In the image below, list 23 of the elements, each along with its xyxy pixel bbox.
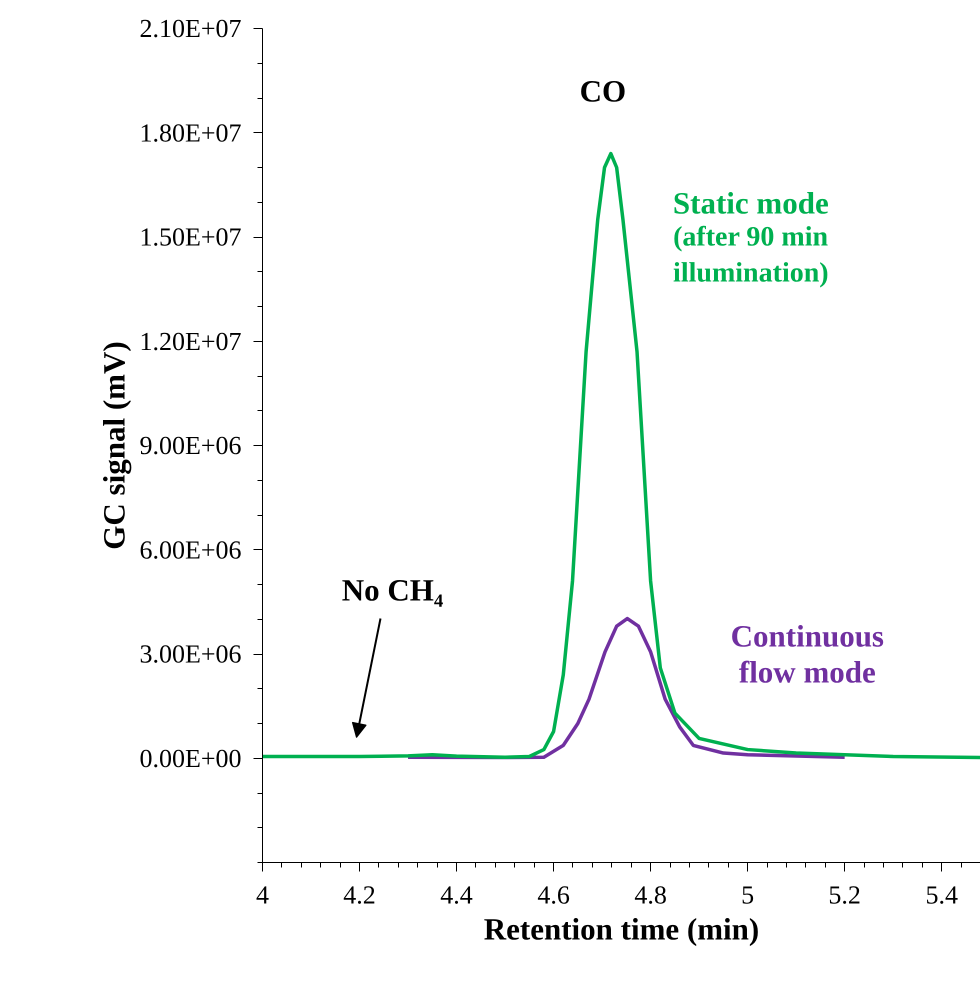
y-tick-label: 3.00E+06 [139,640,242,668]
y-tick-label: 6.00E+06 [139,535,242,564]
y-tick-label: 1.20E+07 [139,326,242,356]
y-tick-label: 9.00E+06 [139,431,242,460]
text: Continuous flow mode [730,618,884,690]
line-series [262,152,980,760]
y-axis-title: GC signal (mV) [96,341,132,550]
y-tick-label: 1.80E+07 [139,118,242,148]
x-tick-label: 4.2 [343,880,376,910]
x-tick-label: 4.4 [440,880,473,910]
x-tick-label: 5.2 [828,880,861,910]
x-tick-label: 5 [741,880,754,910]
y-tick-label: 0.00E+00 [139,744,242,773]
y-tick-label: 2.10E+07 [139,14,242,43]
x-tick-label: 4.8 [634,880,667,910]
x-tick-label: 4.6 [537,880,570,910]
y-tick-label: 1.50E+07 [139,222,242,252]
annotation: No CH₄ [342,572,444,608]
x-tick-label: 4 [256,880,269,910]
series-label: Static mode (after 90 min illumination) [672,186,829,289]
x-axis-title: Retention time (min) [484,912,760,946]
annotation: CO [580,74,626,109]
x-tick-label: 5.4 [925,880,958,910]
